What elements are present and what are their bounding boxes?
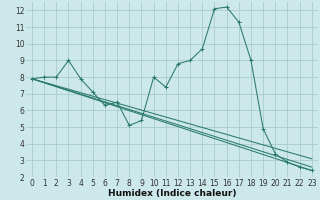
X-axis label: Humidex (Indice chaleur): Humidex (Indice chaleur) — [108, 189, 236, 198]
